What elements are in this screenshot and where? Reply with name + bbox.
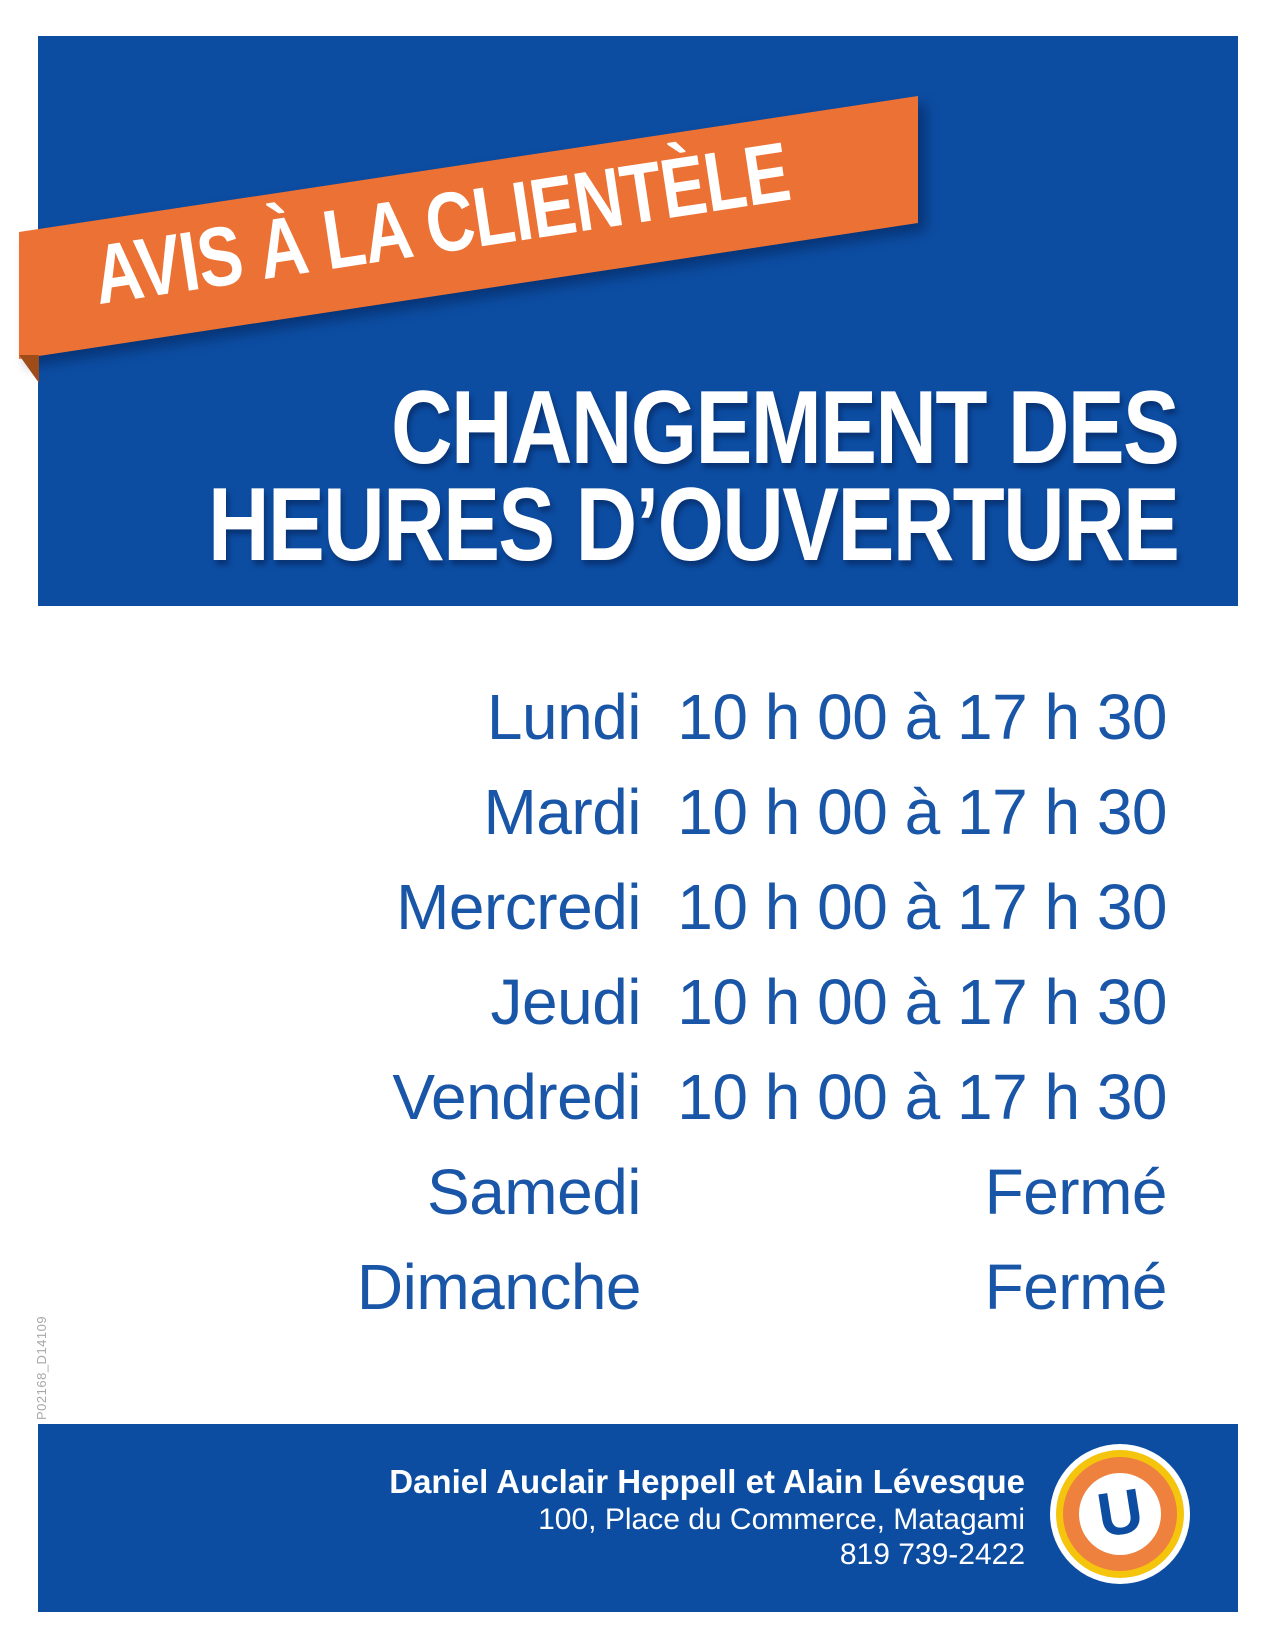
page-title-line2: HEURES D’OUVERTURE bbox=[207, 467, 1180, 583]
opening-hours-table: Lundi 10 h 00 à 17 h 30 Mardi 10 h 00 à … bbox=[261, 670, 1168, 1335]
schedule-hours: 10 h 00 à 17 h 30 bbox=[677, 681, 1167, 753]
logo-letter-u: U bbox=[1092, 1475, 1148, 1552]
schedule-day: Vendredi bbox=[392, 1061, 641, 1133]
ribbon-fold bbox=[19, 355, 39, 383]
uniprix-logo: U bbox=[1050, 1444, 1190, 1584]
schedule-day: Samedi bbox=[427, 1156, 642, 1228]
logo-inner-disc: U bbox=[1079, 1473, 1161, 1555]
footer-bar bbox=[38, 1424, 1238, 1612]
schedule-day: Mercredi bbox=[396, 871, 641, 943]
print-code: P02168_D14109 bbox=[34, 1315, 49, 1420]
schedule-hours: 10 h 00 à 17 h 30 bbox=[677, 776, 1167, 848]
schedule-hours: 10 h 00 à 17 h 30 bbox=[677, 966, 1167, 1038]
schedule-hours: Fermé bbox=[984, 1156, 1168, 1228]
store-address: 100, Place du Commerce, Matagami bbox=[538, 1503, 1025, 1536]
footer-contact-block: Daniel Auclair Heppell et Alain Lévesque… bbox=[389, 1462, 1025, 1572]
schedule-hours: 10 h 00 à 17 h 30 bbox=[677, 1061, 1167, 1133]
owners-names: Daniel Auclair Heppell et Alain Lévesque bbox=[389, 1463, 1025, 1500]
page-title: CHANGEMENT DES HEURES D’OUVERTURE bbox=[0, 370, 1180, 583]
page-title-line1: CHANGEMENT DES bbox=[390, 370, 1180, 486]
schedule-hours: Fermé bbox=[984, 1251, 1168, 1323]
schedule-day: Mardi bbox=[483, 776, 641, 848]
schedule-day: Dimanche bbox=[356, 1251, 642, 1323]
schedule-day: Jeudi bbox=[490, 966, 642, 1038]
store-phone: 819 739-2422 bbox=[839, 1538, 1025, 1571]
schedule-day: Lundi bbox=[486, 681, 642, 753]
schedule-hours: 10 h 00 à 17 h 30 bbox=[677, 871, 1167, 943]
